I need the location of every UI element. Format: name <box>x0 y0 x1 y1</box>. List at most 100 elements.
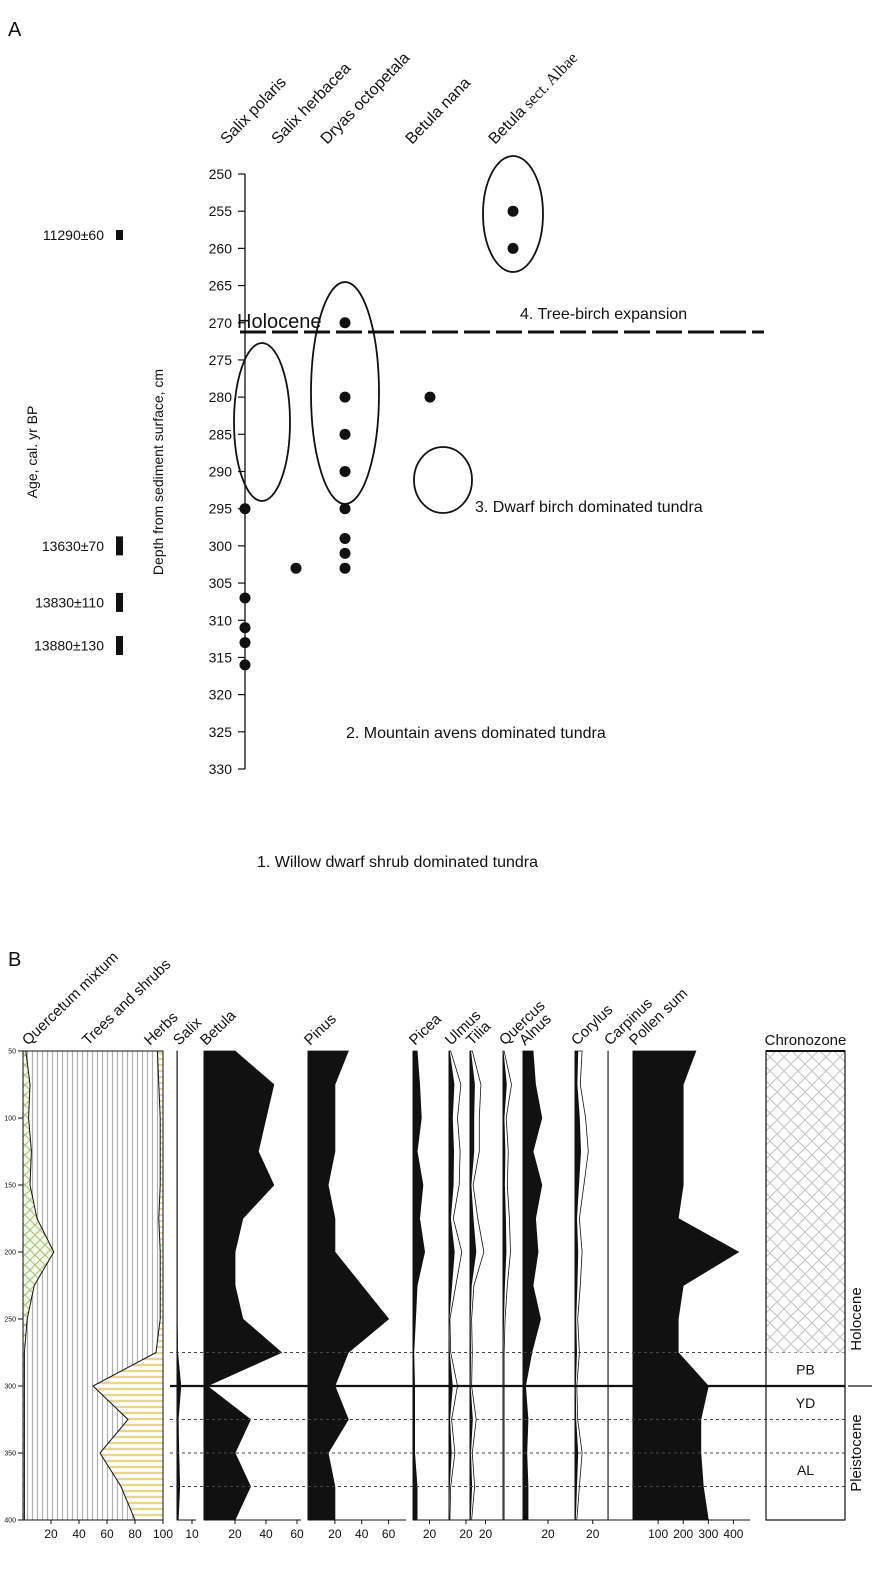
data-point <box>339 547 351 559</box>
taxon-label: Dryas octopetala <box>318 50 414 148</box>
data-point <box>239 592 251 604</box>
taxon-area <box>412 1050 426 1521</box>
date-label: 13830±110 <box>35 594 104 610</box>
taxon-area <box>522 1050 543 1521</box>
data-point <box>424 391 436 403</box>
chronozone-zone-label: PB <box>796 1361 815 1377</box>
data-point <box>339 562 351 574</box>
epoch-label: Pleistocene <box>848 1414 865 1492</box>
depth-tick-label: 255 <box>209 203 233 219</box>
depth-tick-label: 330 <box>209 761 233 777</box>
taxon-curve <box>574 1050 589 1521</box>
data-point <box>339 391 351 403</box>
taxon-x-tick-label: 20 <box>328 1527 342 1541</box>
group-x-tick-label: 20 <box>44 1527 58 1541</box>
panel-b-depth-tick-label: 350 <box>4 1451 16 1458</box>
panel-b: 50 100 150 200 250 300 350 400 20 40 60 80 100 Querc… <box>4 949 872 1541</box>
date-marker <box>116 636 123 656</box>
depth-tick-label: 315 <box>209 649 233 665</box>
taxon-area <box>203 1050 283 1521</box>
taxon-x-tick-label: 300 <box>698 1527 718 1541</box>
date-label: 13880±130 <box>34 638 104 654</box>
data-points <box>239 205 519 671</box>
depth-tick-label: 275 <box>209 352 233 368</box>
panel-b-depth-tick-label: 50 <box>8 1049 16 1056</box>
depth-tick-label: 280 <box>209 389 233 405</box>
date-label: 11290±60 <box>43 227 104 243</box>
chronozone-zone-label: YD <box>796 1395 815 1411</box>
radiocarbon-dates: 11290±60 13630±70 13830±110 13880±130 <box>34 227 123 656</box>
taxon-area <box>176 1050 182 1521</box>
epoch-label: Holocene <box>848 1287 865 1350</box>
age-axis-label: Age, cal. yr BP <box>24 406 40 499</box>
depth-tick-label: 310 <box>209 612 233 628</box>
taxon-label: Betula nana <box>403 74 475 147</box>
taxon-x-tick-label: 20 <box>459 1527 473 1541</box>
group-ellipse-4 <box>482 155 544 273</box>
data-point <box>507 205 519 217</box>
group-ellipse-2 <box>310 281 380 505</box>
chronozone-column: Chronozone PB YD AL Holocene Pleistocene <box>765 1032 872 1521</box>
depth-tick-label: 320 <box>209 687 233 703</box>
trees-and-shrubs-area <box>22 1050 161 1521</box>
taxon-curve <box>502 1050 512 1521</box>
date-marker <box>116 229 123 240</box>
date-marker <box>116 536 123 556</box>
depth-tick-label: 270 <box>209 315 233 331</box>
data-point <box>239 637 251 649</box>
group-x-tick-label: 60 <box>100 1527 114 1541</box>
depth-axis-ticks: 250 255 260 265 270 275 280 285 290 295 300 305 310 3… <box>209 166 245 777</box>
zone-boundaries <box>170 1352 845 1487</box>
taxon-x-tick-label: 200 <box>673 1527 693 1541</box>
taxon-area-inner <box>575 1051 581 1520</box>
taxon-x-tick-label: 40 <box>355 1527 369 1541</box>
data-point <box>339 503 351 515</box>
taxon-area-inner <box>470 1051 477 1520</box>
panel-b-label: B <box>8 949 21 971</box>
taxon-x-tick-label: 60 <box>290 1527 304 1541</box>
panel-b-depth-tick-label: 100 <box>4 1116 16 1123</box>
data-point <box>339 532 351 544</box>
data-point <box>239 659 251 671</box>
taxon-x-tick-label: 60 <box>382 1527 396 1541</box>
taxon-label: Picea <box>406 1010 445 1049</box>
group-label-2: 2. Mountain avens dominated tundra <box>346 725 606 742</box>
group-label-3: 3. Dwarf birch dominated tundra <box>475 499 703 516</box>
panel-b-depth-tick-label: 300 <box>4 1384 16 1391</box>
group-ellipse-3 <box>413 446 473 514</box>
panel-a-label: A <box>8 19 22 41</box>
depth-tick-label: 250 <box>209 166 233 182</box>
group-x-tick-label: 80 <box>128 1527 142 1541</box>
group-x-tick-label: 40 <box>72 1527 86 1541</box>
depth-tick-label: 295 <box>209 501 233 517</box>
taxon-x-tick-label: 20 <box>228 1527 242 1541</box>
data-point <box>507 242 519 254</box>
panel-b-depth-ticks: 50 100 150 200 250 300 350 400 <box>4 1049 23 1525</box>
chronozone-zone-label: AL <box>797 1462 814 1478</box>
depth-tick-label: 325 <box>209 724 233 740</box>
holocene-label: Holocene <box>237 311 322 333</box>
taxon-curve <box>448 1050 463 1521</box>
date-label: 13630±70 <box>42 538 104 554</box>
depth-tick-label: 260 <box>209 240 233 256</box>
data-point <box>339 317 351 329</box>
panel-b-depth-tick-label: 150 <box>4 1183 16 1190</box>
taxon-area <box>307 1050 390 1521</box>
chronozone-holocene-fill <box>766 1051 845 1353</box>
taxon-label: Pinus <box>301 1011 340 1049</box>
taxon-x-tick-label: 10 <box>185 1527 199 1541</box>
panel-b-depth-tick-label: 200 <box>4 1250 16 1257</box>
data-point <box>239 503 251 515</box>
data-point <box>339 466 351 477</box>
taxon-area-inner <box>503 1051 507 1520</box>
data-point <box>290 562 302 574</box>
data-point <box>239 622 251 634</box>
panel-b-depth-tick-label: 400 <box>4 1518 16 1525</box>
group-header-label: Quercetum mixtum <box>19 949 122 1049</box>
panel-a: 250 255 260 265 270 275 280 285 290 295 300 305 310 3… <box>24 50 764 871</box>
taxon-label: Betula sect. Albae <box>486 50 582 148</box>
